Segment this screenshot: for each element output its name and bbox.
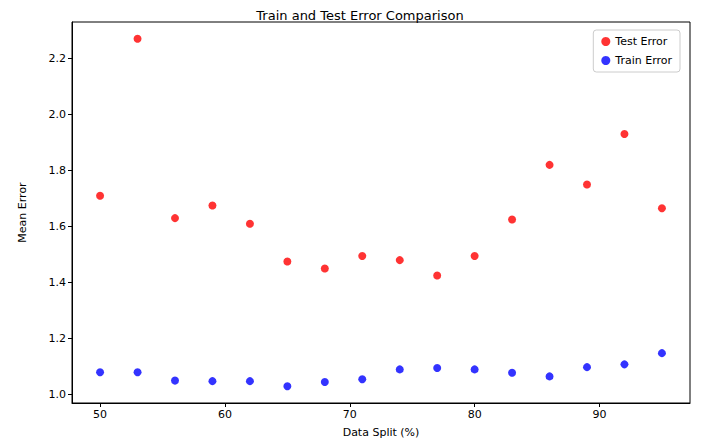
svg-text:1.4: 1.4 xyxy=(49,276,67,289)
svg-text:1.6: 1.6 xyxy=(49,220,67,233)
svg-text:1.0: 1.0 xyxy=(49,388,67,401)
svg-text:1.8: 1.8 xyxy=(49,164,67,177)
svg-text:90: 90 xyxy=(592,408,606,421)
svg-text:2.2: 2.2 xyxy=(49,52,67,65)
svg-text:70: 70 xyxy=(343,408,357,421)
svg-text:1.2: 1.2 xyxy=(49,332,67,345)
svg-text:Train and Test Error Compariso: Train and Test Error Comparison xyxy=(255,8,463,23)
svg-text:Test Error: Test Error xyxy=(614,35,667,48)
svg-text:Data Split (%): Data Split (%) xyxy=(343,426,420,439)
svg-text:60: 60 xyxy=(218,408,232,421)
svg-text:Train Error: Train Error xyxy=(614,54,672,67)
svg-text:2.0: 2.0 xyxy=(49,108,67,121)
svg-text:80: 80 xyxy=(468,408,482,421)
svg-text:50: 50 xyxy=(93,408,107,421)
svg-text:Mean Error: Mean Error xyxy=(16,182,29,243)
